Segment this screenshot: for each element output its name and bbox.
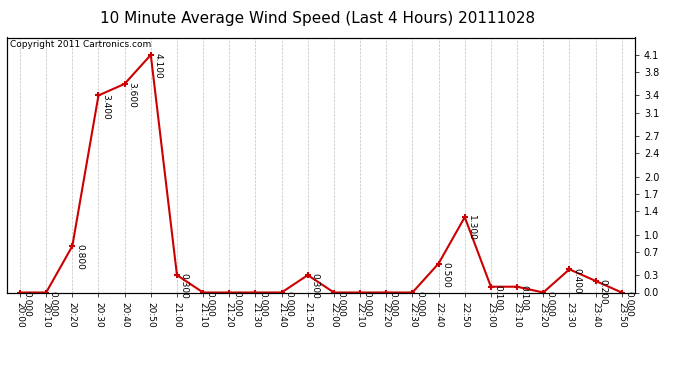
Text: Copyright 2011 Cartronics.com: Copyright 2011 Cartronics.com (10, 40, 151, 49)
Text: 0.000: 0.000 (49, 291, 58, 316)
Text: 0.000: 0.000 (415, 291, 424, 316)
Text: 0.000: 0.000 (337, 291, 346, 316)
Text: 0.100: 0.100 (493, 285, 502, 311)
Text: 0.000: 0.000 (258, 291, 267, 316)
Text: 3.400: 3.400 (101, 94, 110, 120)
Text: 0.000: 0.000 (389, 291, 398, 316)
Text: 0.000: 0.000 (23, 291, 32, 316)
Text: 10 Minute Average Wind Speed (Last 4 Hours) 20111028: 10 Minute Average Wind Speed (Last 4 Hou… (100, 11, 535, 26)
Text: 0.200: 0.200 (598, 279, 607, 305)
Text: 4.100: 4.100 (153, 53, 162, 79)
Text: 3.600: 3.600 (127, 82, 136, 108)
Text: 0.300: 0.300 (179, 273, 188, 299)
Text: 0.000: 0.000 (363, 291, 372, 316)
Text: 0.800: 0.800 (75, 244, 84, 270)
Text: 0.400: 0.400 (572, 268, 581, 293)
Text: 0.000: 0.000 (206, 291, 215, 316)
Text: 0.000: 0.000 (232, 291, 241, 316)
Text: 0.000: 0.000 (284, 291, 293, 316)
Text: 0.000: 0.000 (546, 291, 555, 316)
Text: 1.300: 1.300 (467, 215, 476, 241)
Text: 0.500: 0.500 (441, 262, 450, 288)
Text: 0.100: 0.100 (520, 285, 529, 311)
Text: 0.000: 0.000 (624, 291, 633, 316)
Text: 0.300: 0.300 (310, 273, 319, 299)
